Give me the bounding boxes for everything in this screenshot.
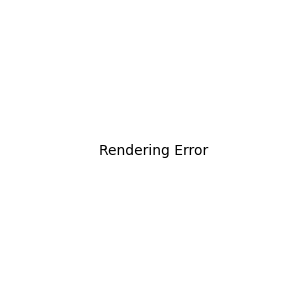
Text: Rendering Error: Rendering Error <box>99 145 208 158</box>
